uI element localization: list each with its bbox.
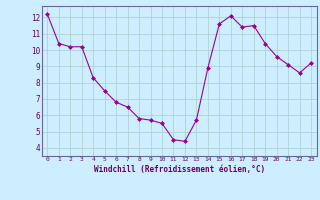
X-axis label: Windchill (Refroidissement éolien,°C): Windchill (Refroidissement éolien,°C) (94, 165, 265, 174)
